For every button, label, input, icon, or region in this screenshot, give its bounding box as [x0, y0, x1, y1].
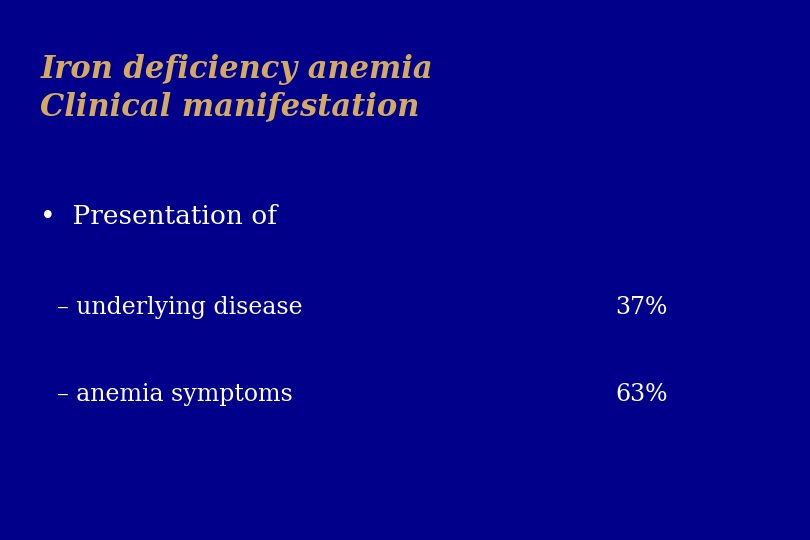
Text: – anemia symptoms: – anemia symptoms	[57, 383, 292, 406]
Text: – underlying disease: – underlying disease	[57, 296, 302, 319]
Text: Iron deficiency anemia
Clinical manifestation: Iron deficiency anemia Clinical manifest…	[40, 54, 433, 122]
Text: 37%: 37%	[616, 296, 668, 319]
Text: •  Presentation of: • Presentation of	[40, 204, 278, 228]
Text: 63%: 63%	[616, 383, 668, 406]
